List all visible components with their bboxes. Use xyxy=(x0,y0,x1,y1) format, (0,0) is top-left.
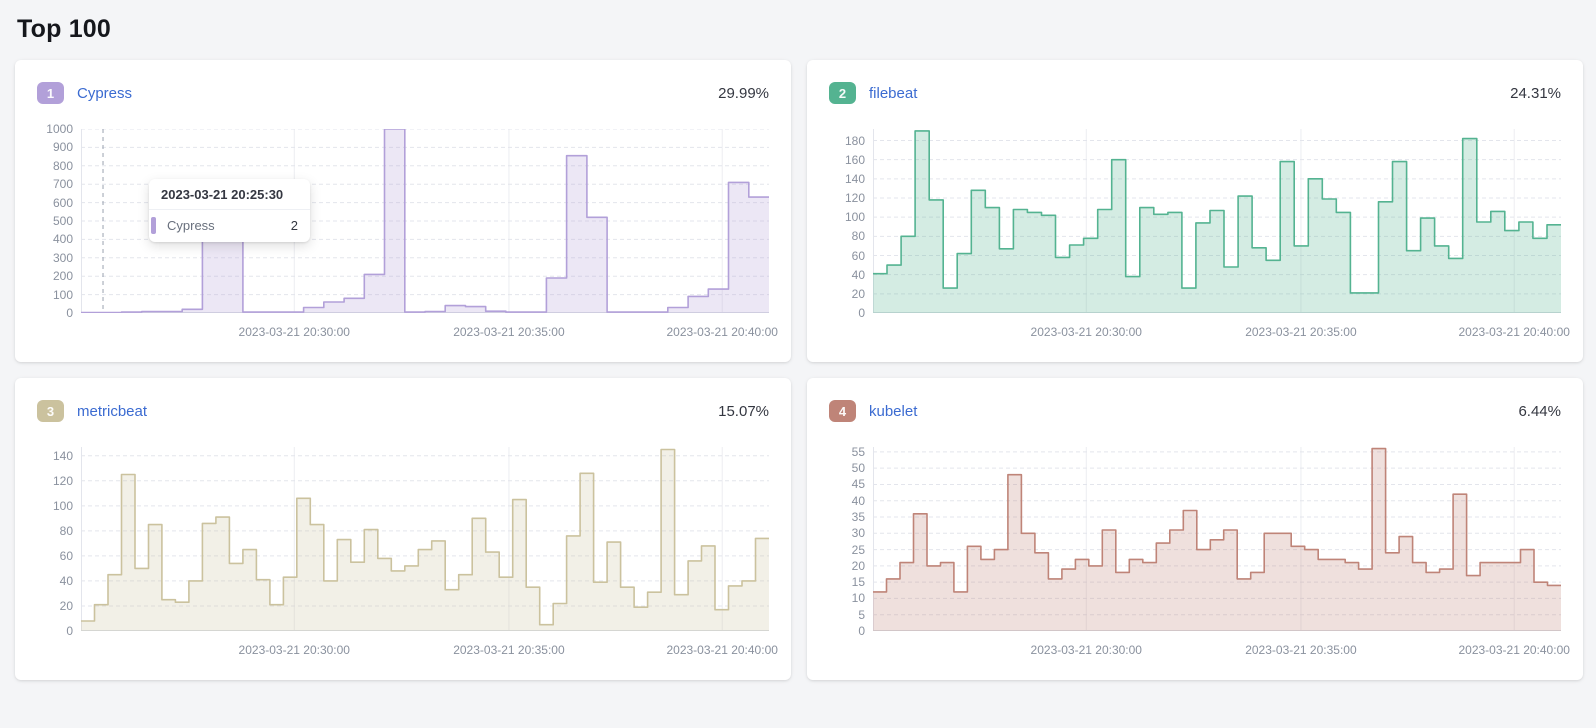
x-axis-label: 2023-03-21 20:35:00 xyxy=(1245,325,1357,339)
x-axis-label: 2023-03-21 20:35:00 xyxy=(1245,643,1357,657)
y-axis-label: 20 xyxy=(59,598,73,613)
rank-badge: 3 xyxy=(37,400,64,422)
tooltip-series-value: 2 xyxy=(290,218,298,233)
panel-filebeat: 2 filebeat 24.31% 0 20 40 60 80 100 120 140 160 1… xyxy=(807,60,1583,362)
chart-filebeat[interactable]: 0 20 40 60 80 100 120 140 160 180 2023-03-21 20:3… xyxy=(829,129,1570,340)
y-axis: 0 20 40 60 80 100 120 140 xyxy=(37,447,81,638)
panel-header: 1 Cypress 29.99% xyxy=(37,81,769,105)
series-area[interactable] xyxy=(873,447,1561,636)
x-axis-label: 2023-03-21 20:30:00 xyxy=(1030,325,1142,339)
panel-kubelet: 4 kubelet 6.44% 0 5 10 15 20 25 30 35 40 45 50 55 2… xyxy=(807,378,1583,680)
y-axis-label: 35 xyxy=(851,510,865,525)
y-axis-label: 140 xyxy=(52,448,73,463)
panel-title-link[interactable]: kubelet xyxy=(869,402,918,420)
y-axis-label: 45 xyxy=(851,477,865,492)
y-axis-label: 0 xyxy=(66,624,73,638)
y-axis-label: 40 xyxy=(59,573,73,588)
y-axis-label: 120 xyxy=(844,191,865,205)
x-axis-label: 2023-03-21 20:40:00 xyxy=(1458,643,1570,657)
chart-tooltip: 2023-03-21 20:25:30 Cypress 2 xyxy=(149,179,310,242)
y-axis-label: 15 xyxy=(851,575,865,590)
x-axis-label: 2023-03-21 20:35:00 xyxy=(453,643,565,657)
x-axis-label: 2023-03-21 20:35:00 xyxy=(453,325,565,339)
x-axis: 2023-03-21 20:30:00 2023-03-21 20:35:00 20… xyxy=(81,636,778,658)
y-axis-label: 25 xyxy=(851,542,865,557)
chart-cypress[interactable]: 0 100 200 300 400 500 600 700 800 900 1000 2023-03… xyxy=(37,122,778,340)
panel-header: 2 filebeat 24.31% xyxy=(829,81,1561,105)
y-axis-label: 5 xyxy=(858,607,865,622)
y-axis-label: 800 xyxy=(52,158,73,173)
tooltip-timestamp: 2023-03-21 20:25:30 xyxy=(149,179,310,210)
percent-value: 24.31% xyxy=(1510,84,1561,102)
y-axis-label: 1000 xyxy=(46,122,73,136)
y-axis-label: 160 xyxy=(844,152,865,167)
percent-value: 6.44% xyxy=(1518,402,1561,420)
panel-title-link[interactable]: metricbeat xyxy=(77,402,148,420)
y-axis-label: 700 xyxy=(52,177,73,192)
y-axis-label: 0 xyxy=(858,624,865,638)
y-axis-label: 140 xyxy=(844,171,865,186)
y-axis-label: 0 xyxy=(858,306,865,320)
y-axis-label: 500 xyxy=(52,214,73,228)
x-axis-label: 2023-03-21 20:40:00 xyxy=(1458,325,1570,339)
y-axis-label: 120 xyxy=(52,473,73,488)
y-axis-label: 60 xyxy=(59,548,73,563)
chart-kubelet[interactable]: 0 5 10 15 20 25 30 35 40 45 50 55 2023-03-21 20:30:… xyxy=(829,444,1570,658)
x-axis: 2023-03-21 20:30:00 2023-03-21 20:35:00 20… xyxy=(873,636,1570,658)
x-axis-label: 2023-03-21 20:40:00 xyxy=(666,643,778,657)
y-axis-label: 100 xyxy=(52,498,73,513)
y-axis-label: 40 xyxy=(851,493,865,508)
x-axis: 2023-03-21 20:30:00 2023-03-21 20:35:00 20… xyxy=(873,318,1570,340)
rank-badge: 4 xyxy=(829,400,856,422)
plot-area[interactable]: 2023-03-21 20:30:00 2023-03-21 20:35:00 20… xyxy=(81,447,778,658)
y-axis: 0 100 200 300 400 500 600 700 800 900 1000 xyxy=(37,122,81,320)
plot-area[interactable]: 2023-03-21 20:30:00 2023-03-21 20:35:00 20… xyxy=(873,129,1570,340)
x-axis-label: 2023-03-21 20:40:00 xyxy=(666,325,778,339)
panel-metricbeat: 3 metricbeat 15.07% 0 20 40 60 80 100 120 140 2… xyxy=(15,378,791,680)
x-axis: 2023-03-21 20:30:00 2023-03-21 20:35:00 20… xyxy=(81,318,778,340)
x-axis-label: 2023-03-21 20:30:00 xyxy=(238,325,350,339)
y-axis-label: 55 xyxy=(851,444,865,459)
plot-area[interactable]: 2023-03-21 20:30:00 2023-03-21 20:35:00 20… xyxy=(873,447,1570,658)
x-axis-label: 2023-03-21 20:30:00 xyxy=(238,643,350,657)
y-axis-label: 600 xyxy=(52,195,73,210)
y-axis-label: 20 xyxy=(851,558,865,573)
panel-header: 3 metricbeat 15.07% xyxy=(37,399,769,423)
rank-badge: 2 xyxy=(829,82,856,104)
y-axis-label: 180 xyxy=(844,133,865,148)
y-axis: 0 5 10 15 20 25 30 35 40 45 50 55 xyxy=(829,444,873,638)
panels-grid: 1 Cypress 29.99% 0 100 200 300 400 500 600 700 8… xyxy=(15,60,1583,680)
y-axis-label: 10 xyxy=(851,591,865,606)
percent-value: 15.07% xyxy=(718,402,769,420)
y-axis: 0 20 40 60 80 100 120 140 160 180 xyxy=(829,129,873,321)
series-marker xyxy=(151,217,156,234)
percent-value: 29.99% xyxy=(718,84,769,102)
panel-title-link[interactable]: Cypress xyxy=(77,84,133,102)
rank-badge: 1 xyxy=(37,82,64,104)
tooltip-series-name: Cypress xyxy=(167,218,215,233)
panel-title-link[interactable]: filebeat xyxy=(869,84,918,102)
series-area[interactable] xyxy=(81,447,769,636)
tooltip-row: Cypress 2 xyxy=(149,210,310,242)
x-axis-label: 2023-03-21 20:30:00 xyxy=(1030,643,1142,657)
y-axis-label: 300 xyxy=(52,250,73,265)
y-axis-label: 200 xyxy=(52,269,73,284)
y-axis-label: 60 xyxy=(851,248,865,263)
chart-metricbeat[interactable]: 0 20 40 60 80 100 120 140 2023-03-21 20:30:00 20… xyxy=(37,447,778,658)
panel-cypress: 1 Cypress 29.99% 0 100 200 300 400 500 600 700 8… xyxy=(15,60,791,362)
series-area[interactable] xyxy=(873,129,1561,318)
y-axis-label: 100 xyxy=(844,210,865,225)
y-axis-label: 100 xyxy=(52,287,73,302)
panel-header: 4 kubelet 6.44% xyxy=(829,399,1561,423)
y-axis-label: 0 xyxy=(66,306,73,320)
y-axis-label: 900 xyxy=(52,140,73,155)
y-axis-label: 40 xyxy=(851,267,865,282)
y-axis-label: 30 xyxy=(851,526,865,541)
y-axis-label: 20 xyxy=(851,286,865,301)
y-axis-label: 80 xyxy=(59,523,73,538)
y-axis-label: 400 xyxy=(52,232,73,247)
y-axis-label: 50 xyxy=(851,461,865,476)
y-axis-label: 80 xyxy=(851,229,865,244)
page-title: Top 100 xyxy=(17,15,112,43)
